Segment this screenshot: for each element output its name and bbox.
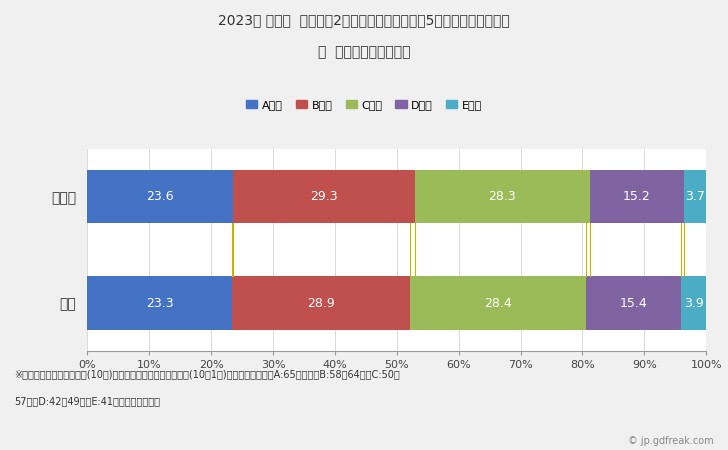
Legend: A段階, B段階, C段階, D段階, E段階: A段階, B段階, C段階, D段階, E段階: [242, 95, 486, 114]
Text: 23.6: 23.6: [146, 190, 174, 203]
Text: 2023年 奈良県  女子中学2年生の体力運動能力の5段階評価による分布: 2023年 奈良県 女子中学2年生の体力運動能力の5段階評価による分布: [218, 14, 510, 27]
Bar: [590, 170, 684, 223]
Bar: [87, 276, 232, 330]
Bar: [87, 170, 234, 223]
Text: © jp.gdfreak.com: © jp.gdfreak.com: [628, 436, 713, 446]
Text: 29.3: 29.3: [310, 190, 338, 203]
Bar: [411, 276, 586, 330]
Bar: [586, 276, 681, 330]
Bar: [232, 276, 411, 330]
Bar: [234, 170, 415, 223]
Text: 28.3: 28.3: [488, 190, 516, 203]
Bar: [415, 170, 590, 223]
Text: ※体力・運動能力総合評価(10歳)は新体力テストの項目別得点(10～1点)の合計によって、A:65点以上、B:58～64点、C:50～: ※体力・運動能力総合評価(10歳)は新体力テストの項目別得点(10～1点)の合計…: [15, 369, 400, 379]
Text: 3.9: 3.9: [684, 297, 703, 310]
Text: 15.4: 15.4: [620, 297, 648, 310]
Text: 3.7: 3.7: [685, 190, 705, 203]
Bar: [684, 170, 707, 223]
Text: 28.9: 28.9: [307, 297, 335, 310]
Text: 57点、D:42～49点、E:41点以下としている: 57点、D:42～49点、E:41点以下としている: [15, 396, 161, 406]
Text: 23.3: 23.3: [146, 297, 173, 310]
Text: 28.4: 28.4: [484, 297, 512, 310]
Bar: [681, 276, 705, 330]
Text: ～  全国平均との比較～: ～ 全国平均との比較～: [317, 45, 411, 59]
Text: 15.2: 15.2: [623, 190, 651, 203]
